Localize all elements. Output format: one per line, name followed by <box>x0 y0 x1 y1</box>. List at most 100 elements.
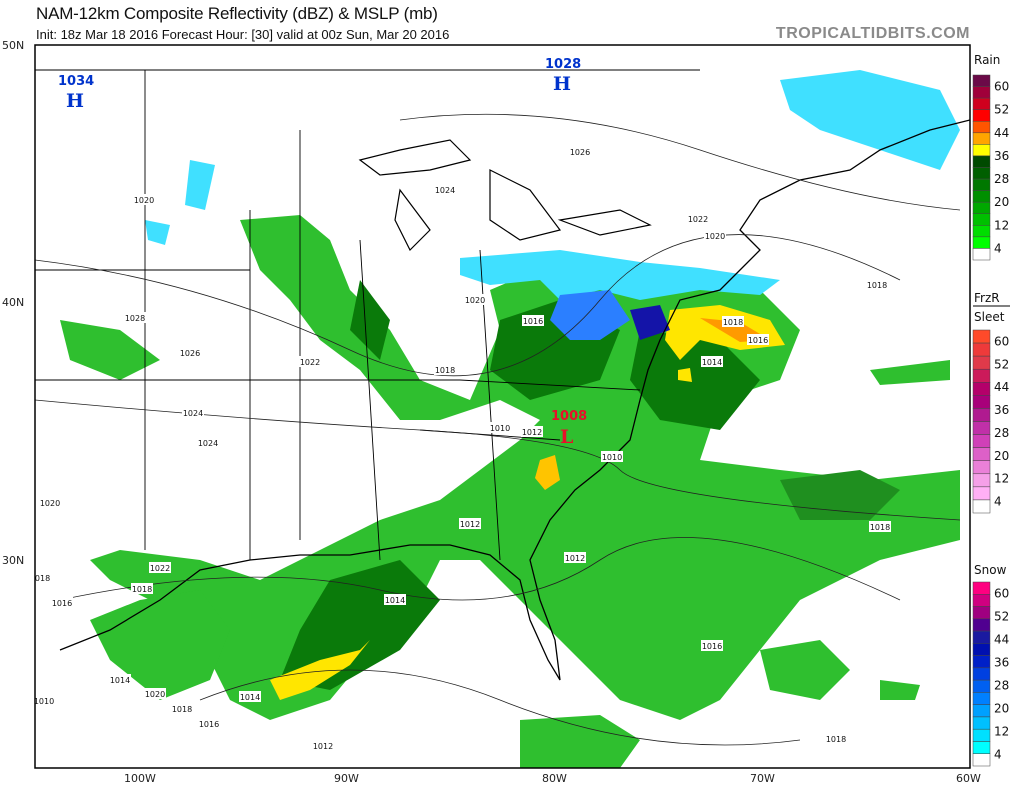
isobar-label: 1018 <box>132 585 152 594</box>
legend-rain: Rain 60 52 44 36 28 20 12 4 <box>972 53 1009 261</box>
legend-swatch <box>972 382 991 396</box>
isobar-label: 1012 <box>565 554 585 563</box>
legend-swatch <box>972 581 991 595</box>
lon-label-70w: 70W <box>750 772 775 785</box>
legend-swatch <box>972 155 991 168</box>
isobar-label: 1012 <box>522 428 542 437</box>
legend-swatch <box>972 225 991 238</box>
legend-tick: 52 <box>994 357 1009 371</box>
lon-label-100w: 100W <box>124 772 156 785</box>
legend-swatch <box>972 655 991 669</box>
legend-swatch <box>972 368 991 383</box>
legend-tick: 28 <box>994 172 1009 186</box>
legend-title: FrzR <box>974 291 1000 305</box>
isobar-label: 1018 <box>30 574 50 583</box>
isobar-label: 1016 <box>748 336 768 345</box>
legend-tick: 60 <box>994 80 1009 94</box>
snow-areas <box>145 70 960 340</box>
legend-swatch <box>972 74 991 87</box>
high-pressure-center: 1028 H <box>545 57 581 95</box>
lon-label-90w: 90W <box>334 772 359 785</box>
isobar-label: 1024 <box>435 186 455 195</box>
great-lakes <box>358 139 652 252</box>
legend-tick: 28 <box>994 426 1009 440</box>
pressure-value: 1008 <box>551 409 587 424</box>
isobar-label: 1014 <box>702 358 722 367</box>
legend-tick: 44 <box>994 633 1009 647</box>
isobar-label: 1022 <box>688 215 708 224</box>
high-marker: H <box>66 90 84 112</box>
legend-swatch <box>972 606 991 620</box>
legend-swatch <box>972 201 991 214</box>
legend-swatch <box>972 667 991 681</box>
legend-title: Sleet <box>974 310 1005 324</box>
legend-tick: 4 <box>994 241 1002 255</box>
isobar-label: 1026 <box>570 148 590 157</box>
isobar-label: 1018 <box>867 281 887 290</box>
legend-tick: 12 <box>994 725 1009 739</box>
lon-label-60w: 60W <box>956 772 981 785</box>
legend-swatch <box>972 499 991 514</box>
legend-tick: 28 <box>994 679 1009 693</box>
legend-swatch <box>972 716 991 730</box>
legend-swatch <box>972 329 991 344</box>
isobar-label: 1022 <box>150 564 170 573</box>
legend-swatch <box>972 355 991 370</box>
legend-swatch <box>972 630 991 644</box>
map-layer: 1026 1024 1022 1020 1020 1020 1018 1016 1018 1016… <box>30 69 970 768</box>
isobar-labels: 1026 1024 1022 1020 1020 1020 1018 1016 1018 1016… <box>30 146 891 751</box>
map-frame <box>34 44 971 769</box>
rain-areas <box>60 215 960 768</box>
legend-tick: 12 <box>994 218 1009 232</box>
legend-swatch <box>972 704 991 718</box>
legend-tick: 20 <box>994 702 1009 716</box>
legend-swatch <box>972 121 991 134</box>
legend-frzr-sleet: FrzR Sleet 60 52 44 36 28 20 12 4 <box>972 291 1010 514</box>
legend-swatch <box>972 460 991 475</box>
legend-title: Snow <box>974 563 1007 577</box>
legend-swatch <box>972 679 991 693</box>
legend-swatch <box>972 132 991 145</box>
legend-tick: 36 <box>994 149 1009 163</box>
legend-swatch <box>972 486 991 501</box>
pressure-value: 1028 <box>545 57 581 72</box>
isobar-label: 1010 <box>34 697 54 706</box>
pressure-value: 1034 <box>58 74 94 89</box>
legend-swatch <box>972 342 991 357</box>
legend-title: Rain <box>974 53 1000 67</box>
legend-swatch <box>972 594 991 607</box>
isobar-label: 1020 <box>145 690 165 699</box>
isobar-label: 1018 <box>435 366 455 375</box>
isobar-label: 1016 <box>702 642 722 651</box>
isobar-label: 1020 <box>134 196 154 205</box>
legend-swatch <box>972 447 991 461</box>
legend-swatch <box>972 248 991 261</box>
legend-tick: 60 <box>994 587 1009 601</box>
legend-tick: 4 <box>994 748 1002 762</box>
map-title: NAM-12km Composite Reflectivity (dBZ) & … <box>36 4 438 23</box>
legend-tick: 36 <box>994 656 1009 670</box>
legend-swatch <box>972 434 991 448</box>
isobar-label: 1024 <box>198 439 218 448</box>
legend-swatch <box>972 97 991 110</box>
isobar-label: 1012 <box>460 520 480 529</box>
isobar-label: 1014 <box>240 693 260 702</box>
legend-swatch <box>972 741 991 754</box>
isobar-label: 1016 <box>199 720 219 729</box>
isobar-label: 1020 <box>40 499 60 508</box>
legend-tick: 52 <box>994 610 1009 624</box>
legend-swatch <box>972 190 991 203</box>
legend-tick: 20 <box>994 449 1009 463</box>
legend-tick: 20 <box>994 195 1009 209</box>
legend-tick: 44 <box>994 126 1009 140</box>
lat-label-40n: 40N <box>2 296 24 309</box>
low-marker: L <box>560 426 573 448</box>
legend-swatch <box>972 236 991 249</box>
legend-swatch <box>972 395 991 409</box>
legend-tick: 44 <box>994 380 1009 394</box>
state-borders <box>35 69 700 561</box>
isobar-label: 1026 <box>180 349 200 358</box>
legend-swatch <box>972 728 991 742</box>
map-subtitle: Init: 18z Mar 18 2016 Forecast Hour: [30… <box>36 27 450 42</box>
legend-swatch <box>972 421 991 435</box>
